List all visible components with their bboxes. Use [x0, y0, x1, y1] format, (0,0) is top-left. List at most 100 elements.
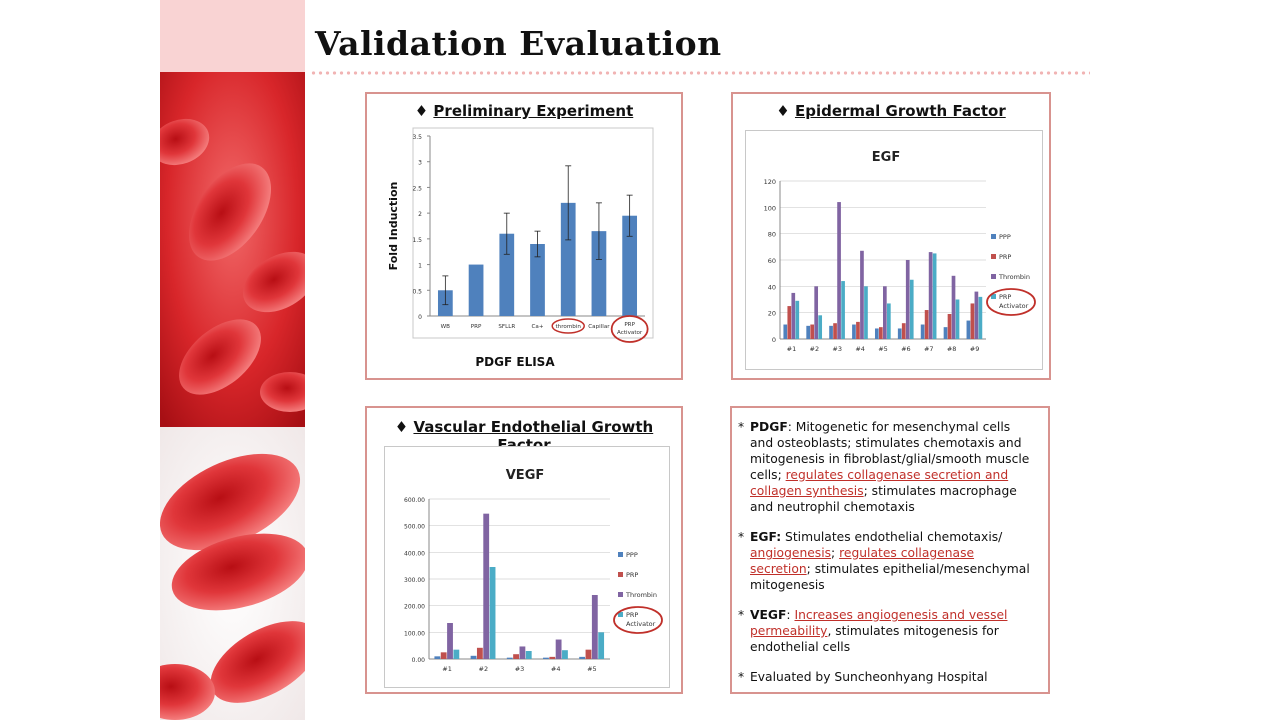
bar: [434, 656, 441, 659]
y-tick-label: 120: [764, 178, 776, 186]
bar: [829, 325, 833, 339]
diamond-bullet-icon: ♦: [394, 418, 409, 436]
diamond-bullet-icon: ♦: [776, 102, 790, 120]
x-tick-label: #2: [810, 345, 820, 353]
panel-preliminary-title: ♦ Preliminary Experiment: [367, 102, 681, 120]
y-tick-label: 3.5: [412, 134, 422, 141]
bar: [874, 328, 879, 339]
y-tick-label: 400.00: [404, 550, 425, 557]
bar: [622, 215, 638, 316]
egf-chart: EGF 0 20 40 60 80 100 120 #1 #2 #3 #4 #5 #6 #7 #8 #9 PPP P…: [764, 150, 1036, 353]
legend-label: PRP: [999, 253, 1011, 261]
y-tick-label: 40: [768, 283, 776, 291]
bar: [476, 647, 483, 659]
x-tick-label: thrombin: [555, 324, 581, 330]
bar: [549, 656, 556, 659]
legend-swatch: [618, 612, 623, 617]
bar: [920, 324, 925, 339]
x-tick-label: #4: [855, 345, 865, 353]
y-tick-label: 0.00: [412, 657, 426, 664]
legend-label: Activator: [626, 620, 656, 628]
bar: [901, 323, 906, 339]
legend-label: PRP: [626, 571, 638, 579]
note-highlight: angiogenesis: [750, 546, 832, 560]
highlight-circle: [986, 288, 1036, 316]
bar: [978, 296, 983, 339]
note-item: * PDGF: Mitogenetic for mesenchymal cells…: [738, 419, 1034, 515]
panel-preliminary: ♦ Preliminary Experiment 0 0.5 1 1.5 2 2.5 3 3.…: [365, 92, 683, 380]
x-tick-label: PRP: [471, 324, 482, 330]
legend-label: Thrombin: [625, 591, 657, 599]
bar: [499, 233, 515, 316]
vegf-chart-frame: VEGF 0.00 100.00 200.00 300.00 400.00 500.00 60…: [384, 446, 670, 688]
legend-label: PPP: [999, 233, 1011, 241]
x-tick-label: SFLLR: [498, 324, 515, 330]
x-tick-label: Activator: [617, 330, 643, 336]
x-tick-label: #3: [832, 345, 842, 353]
note-item: * Evaluated by Suncheonhyang Hospital: [738, 669, 1034, 685]
bar: [440, 652, 447, 659]
x-tick-label: WB: [441, 324, 451, 330]
egf-chart-frame: EGF 0 20 40 60 80 100 120 #1 #2 #3 #4 #5 #6 #7 #8 #9 PPP P…: [745, 130, 1043, 370]
note-item: * EGF: Stimulates endothelial chemotaxis/…: [738, 529, 1034, 593]
bar: [841, 281, 845, 339]
panel-notes: [730, 406, 1050, 694]
bar: [878, 327, 883, 339]
bar: [555, 639, 562, 659]
panel-vegf: ♦ Vascular Endothelial Growth Factor VEG…: [365, 406, 683, 694]
x-tick-label: #2: [479, 665, 489, 673]
note-text: ; stimulates macrophage and neutrophil c…: [750, 484, 1017, 514]
note-text: ;: [831, 546, 840, 560]
chart-title: EGF: [872, 150, 900, 165]
bar: [447, 623, 453, 659]
note-item: * VEGF: Increases angiogenesis and vessel…: [738, 607, 1034, 655]
y-tick-label: 3: [418, 160, 422, 167]
y-tick-label: 200.00: [404, 604, 425, 611]
diamond-bullet-icon: ♦: [414, 102, 429, 120]
y-tick-label: 100: [764, 204, 776, 212]
note-highlight: Increases angiogenesis and vessel permea…: [750, 608, 1008, 638]
y-tick-label: 600.00: [404, 497, 425, 504]
note-text: , stimulates mitogenesis for endothelial…: [750, 624, 999, 654]
bar: [909, 279, 914, 339]
asterisk-icon: *: [738, 670, 745, 684]
note-text: Stimulates endothelial chemotaxis/: [781, 530, 1003, 544]
note-text: : Mitogenetic for mesenchymal cells and …: [750, 420, 1030, 482]
asterisk-icon: *: [738, 420, 745, 434]
y-tick-label: 0: [418, 314, 422, 321]
legend-label: Activator: [999, 302, 1029, 310]
x-tick-label: Capillar: [588, 324, 610, 330]
bar: [579, 656, 586, 659]
bar: [525, 651, 532, 659]
y-tick-label: 1.5: [412, 237, 422, 244]
note-highlight: regulates collagenase secretion: [750, 546, 975, 576]
x-tick-label: #8: [947, 345, 957, 353]
bar: [928, 252, 933, 339]
bar: [519, 646, 526, 659]
note-term: PDGF: [750, 420, 788, 434]
bar: [860, 250, 864, 339]
legend-label: PPP: [626, 551, 638, 559]
x-tick-label: #7: [924, 345, 934, 353]
notes-list: * PDGF: Mitogenetic for mesenchymal cells…: [730, 405, 1050, 695]
note-highlight: regulates collagenase secretion and coll…: [750, 468, 1009, 498]
bar: [791, 292, 796, 339]
legend-swatch: [618, 552, 623, 557]
bar: [955, 299, 960, 339]
legend-label: Thrombin: [998, 273, 1030, 281]
highlight-circle: [613, 606, 663, 634]
asterisk-icon: *: [738, 608, 745, 622]
legend-swatch: [618, 592, 623, 597]
dotted-divider: [310, 71, 1090, 75]
bar: [852, 324, 856, 339]
y-tick-label: 1: [418, 263, 422, 270]
y-tick-label: 2.5: [412, 185, 422, 192]
bar: [897, 328, 902, 339]
blood-cells-image: [160, 72, 305, 720]
note-term: EGF:: [750, 530, 782, 544]
note-text: :: [786, 608, 795, 622]
bar: [598, 632, 605, 659]
bar: [562, 650, 568, 659]
legend-swatch: [991, 254, 996, 259]
pdgf-chart: 0 0.5 1 1.5 2 2.5 3 3.5 WB PRP SFLLR Ca+ thrombin Cap…: [387, 127, 654, 369]
